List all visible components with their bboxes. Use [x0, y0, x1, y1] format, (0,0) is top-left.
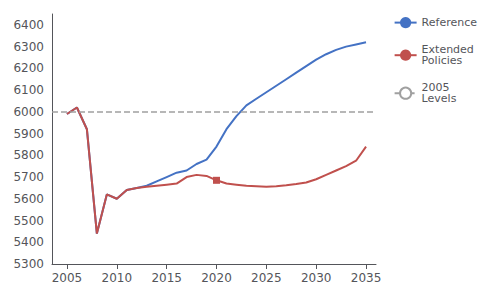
svg-text:Policies: Policies	[422, 54, 463, 67]
svg-text:Reference: Reference	[422, 16, 478, 29]
svg-text:5900: 5900	[13, 127, 44, 141]
svg-text:5400: 5400	[13, 235, 44, 249]
svg-text:2005: 2005	[421, 81, 450, 95]
svg-text:2015: 2015	[151, 271, 182, 285]
svg-text:Levels: Levels	[422, 92, 457, 105]
svg-text:5500: 5500	[13, 214, 44, 228]
svg-text:2005: 2005	[52, 271, 83, 285]
svg-text:2020: 2020	[201, 271, 232, 285]
svg-text:6000: 6000	[13, 105, 44, 119]
svg-text:5600: 5600	[13, 192, 44, 206]
svg-text:6400: 6400	[13, 18, 44, 32]
svg-text:5800: 5800	[13, 148, 44, 162]
svg-text:Extended: Extended	[421, 43, 474, 57]
svg-text:6100: 6100	[13, 83, 44, 97]
svg-text:2010: 2010	[102, 271, 133, 285]
svg-text:5700: 5700	[13, 170, 44, 184]
svg-text:2030: 2030	[301, 271, 332, 285]
svg-text:2025: 2025	[251, 271, 282, 285]
svg-text:5300: 5300	[13, 257, 44, 271]
svg-text:6300: 6300	[13, 40, 44, 54]
svg-text:2035: 2035	[351, 271, 382, 285]
svg-text:6200: 6200	[13, 61, 44, 75]
